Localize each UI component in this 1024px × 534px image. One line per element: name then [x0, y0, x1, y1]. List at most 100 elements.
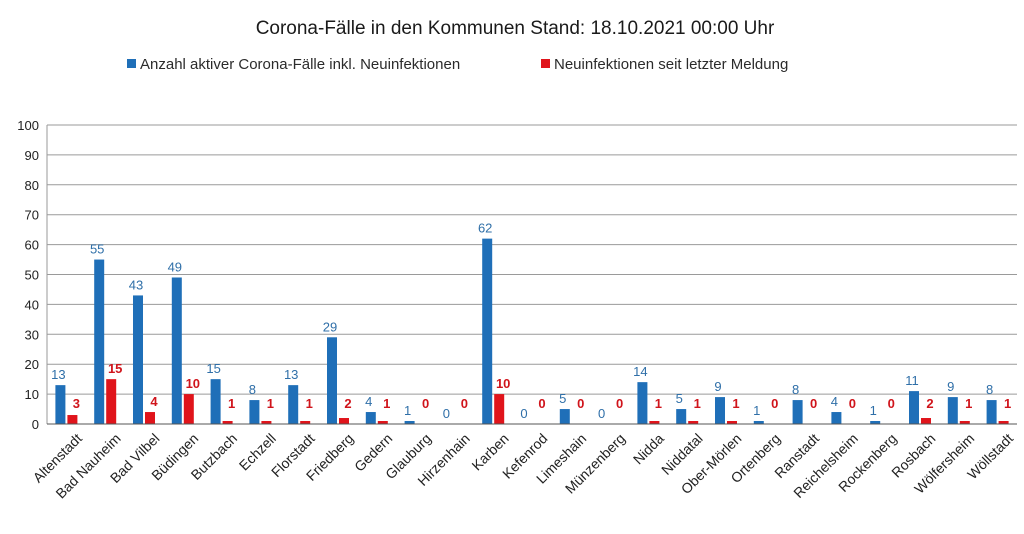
y-tick-label: 70 [25, 208, 39, 223]
y-tick-label: 60 [25, 238, 39, 253]
bar-new [377, 421, 388, 424]
data-label-active: 55 [90, 242, 104, 257]
data-label-active: 1 [404, 403, 411, 418]
bar-new [959, 421, 970, 424]
data-label-new: 1 [267, 396, 274, 411]
data-label-new: 0 [771, 396, 778, 411]
y-tick-label: 30 [25, 327, 39, 342]
data-label-new: 0 [422, 396, 429, 411]
y-tick-label: 40 [25, 297, 39, 312]
bar-active [753, 421, 764, 424]
bar-new [106, 379, 117, 424]
bar-new [339, 418, 349, 424]
data-label-new: 0 [616, 396, 623, 411]
data-label-active: 8 [249, 382, 256, 397]
y-axis: 0 10 20 30 40 50 60 70 80 90 100 [17, 118, 48, 432]
data-label-active: 0 [443, 406, 450, 421]
data-label-new: 4 [150, 394, 158, 409]
data-label-active: 0 [598, 406, 605, 421]
bar-active [676, 409, 687, 424]
bar-active [909, 391, 919, 424]
data-label-active: 11 [905, 373, 919, 388]
bar-new [921, 418, 931, 424]
data-label-active: 0 [520, 406, 527, 421]
bar-new [300, 421, 311, 424]
bar-active [249, 400, 260, 424]
bar-active [210, 379, 221, 424]
gridlines [47, 124, 1017, 425]
data-label-active: 8 [986, 382, 993, 397]
data-label-new: 10 [186, 376, 200, 391]
data-label-active: 9 [947, 379, 954, 394]
bar-active [986, 400, 997, 424]
bar-active [327, 337, 337, 424]
data-label-new: 1 [228, 396, 235, 411]
data-label-active: 49 [168, 259, 182, 274]
data-label-active: 1 [870, 403, 877, 418]
bar-new [222, 421, 233, 424]
y-tick-label: 90 [25, 148, 39, 163]
bars [55, 238, 1009, 424]
bar-active [947, 397, 958, 424]
data-label-new: 2 [926, 396, 933, 411]
y-tick-label: 0 [32, 417, 39, 432]
bar-active [365, 412, 376, 424]
data-label-active: 9 [714, 379, 721, 394]
legend-swatch-active [127, 59, 136, 68]
data-label-new: 1 [306, 396, 313, 411]
bar-active [831, 412, 842, 424]
data-label-active: 4 [365, 394, 372, 409]
bar-new [998, 421, 1009, 424]
y-tick-label: 20 [25, 357, 39, 372]
data-label-new: 1 [383, 396, 390, 411]
bar-new [688, 421, 699, 424]
data-label-active: 5 [676, 391, 683, 406]
data-label-new: 1 [965, 396, 972, 411]
data-label-active: 8 [792, 382, 799, 397]
data-label-new: 1 [694, 396, 701, 411]
bar-new [145, 412, 155, 424]
bar-new [727, 421, 737, 424]
data-label-active: 43 [129, 277, 143, 292]
data-label-new: 0 [849, 396, 856, 411]
data-label-new: 0 [577, 396, 584, 411]
y-tick-label: 10 [25, 387, 39, 402]
data-label-new: 2 [344, 396, 351, 411]
bar-active [94, 259, 105, 424]
bar-active [55, 385, 66, 424]
y-tick-label: 100 [17, 118, 39, 133]
bar-active [171, 277, 182, 424]
bar-active [637, 382, 648, 424]
bar-active [870, 421, 881, 424]
chart-title: Corona-Fälle in den Kommunen Stand: 18.1… [256, 18, 775, 39]
data-label-new: 3 [73, 396, 80, 411]
y-tick-label: 50 [25, 268, 39, 283]
bar-active [792, 400, 803, 424]
bar-active [482, 238, 493, 424]
data-label-new: 0 [888, 396, 895, 411]
data-label-active: 13 [284, 367, 298, 382]
data-label-active: 5 [559, 391, 566, 406]
data-label-new: 1 [655, 396, 662, 411]
data-label-new: 0 [538, 396, 545, 411]
data-label-new: 0 [461, 396, 468, 411]
data-label-new: 15 [108, 361, 122, 376]
bar-active [133, 295, 143, 424]
bar-new [494, 394, 505, 424]
bar-active [288, 385, 299, 424]
legend-label-active: Anzahl aktiver Corona-Fälle inkl. Neuinf… [140, 56, 460, 73]
data-label-new: 0 [810, 396, 817, 411]
data-label-active: 29 [323, 319, 337, 334]
bar-active [715, 397, 725, 424]
bar-new [649, 421, 660, 424]
data-label-new: 1 [732, 396, 739, 411]
legend-swatch-new [541, 59, 550, 68]
bar-active [404, 421, 415, 424]
bar-new [183, 394, 194, 424]
y-tick-label: 80 [25, 178, 39, 193]
data-label-active: 1 [753, 403, 760, 418]
data-label-active: 14 [633, 364, 647, 379]
data-label-active: 13 [51, 367, 65, 382]
